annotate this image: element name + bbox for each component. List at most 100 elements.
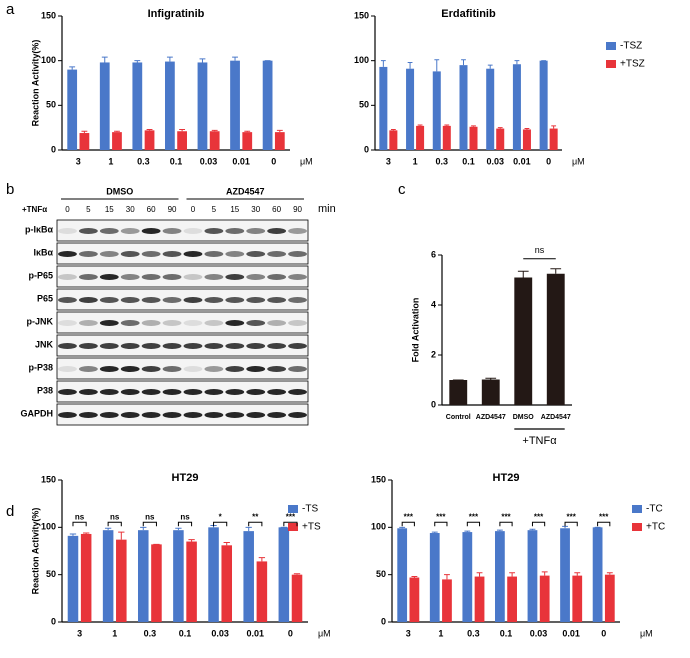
band [99, 297, 119, 303]
bar [560, 528, 570, 622]
x-tick-label: 3 [386, 156, 391, 166]
bar [79, 133, 90, 150]
blot-strip [56, 403, 309, 426]
blot-strip [56, 311, 309, 334]
bar [99, 62, 110, 150]
significance-bracket [531, 521, 546, 527]
bar [432, 71, 441, 150]
bar [291, 574, 303, 622]
error-bar [514, 60, 520, 65]
significance-bracket [466, 521, 481, 527]
x-tick-label: 0.1 [170, 156, 183, 166]
row-label: p-IκBα [25, 224, 54, 234]
bar [481, 379, 500, 405]
error-bar [232, 56, 238, 61]
x-tick-label: 1 [413, 156, 418, 166]
row-label: IκBα [33, 247, 53, 257]
band [99, 251, 119, 257]
bar [208, 527, 219, 622]
band [225, 274, 245, 280]
legend-label: -TSZ [620, 41, 642, 52]
error-bar [293, 573, 301, 575]
y-tick-label: 150 [41, 10, 56, 20]
band [120, 228, 140, 234]
bar [242, 132, 253, 150]
x-tick-label: 0.03 [200, 156, 218, 166]
x-tick-label: 0.03 [486, 156, 504, 166]
bar [102, 530, 114, 622]
row-label: P38 [37, 385, 53, 395]
blot-strip [56, 334, 309, 357]
time-label: 0 [191, 205, 196, 214]
band [162, 366, 182, 372]
band [267, 343, 287, 349]
significance-bracket [142, 521, 157, 527]
band [162, 251, 182, 257]
band [141, 343, 161, 349]
error-bar [81, 130, 88, 134]
band [58, 412, 77, 418]
error-bar [188, 539, 195, 542]
error-bar [606, 572, 613, 575]
error-bar [380, 60, 386, 67]
y-tick-label: 50 [46, 569, 56, 579]
band [78, 274, 98, 280]
x-tick-label: 0.3 [467, 628, 480, 638]
error-bar [550, 268, 562, 274]
error-bar [399, 526, 406, 529]
band [183, 343, 203, 349]
y-tick-label: 150 [41, 474, 56, 484]
error-bar [509, 572, 516, 577]
blot-strip [56, 380, 309, 403]
band [204, 274, 224, 280]
band [288, 412, 307, 418]
significance-label: ns [110, 512, 120, 521]
legend-label: +TSZ [620, 59, 645, 70]
y-tick-label: 100 [371, 522, 386, 532]
bar [165, 61, 175, 151]
x-tick-label: 0.3 [436, 156, 449, 166]
legend-swatch [288, 523, 298, 531]
band [204, 251, 224, 257]
legend-label: -TS [302, 504, 318, 515]
ns-label: ns [535, 245, 545, 255]
band [267, 366, 287, 372]
legend-swatch [632, 523, 642, 531]
y-tick-label: 0 [364, 144, 369, 154]
band [267, 228, 287, 234]
time-label: 5 [86, 205, 91, 214]
y-tick-label: 50 [359, 100, 369, 110]
bar [469, 126, 478, 150]
band [225, 389, 245, 395]
legend-label: -TC [646, 504, 663, 515]
group-label: DMSO [106, 186, 133, 196]
significance-bracket [499, 521, 513, 527]
significance-label: *** [566, 512, 576, 521]
band [58, 320, 77, 326]
x-tick-label: 0.3 [137, 156, 150, 166]
x-tick-label: 0.03 [211, 628, 229, 638]
band [288, 320, 307, 326]
band [204, 297, 224, 303]
band [246, 320, 266, 326]
y-tick-label: 0 [431, 399, 436, 409]
band [141, 251, 161, 257]
band [99, 320, 119, 326]
error-bar [175, 527, 182, 531]
significance-label: * [219, 512, 223, 521]
bar [243, 531, 254, 622]
x-tick-label: 3 [77, 628, 82, 638]
unit-label: μM [300, 156, 313, 166]
band [99, 366, 119, 372]
y-axis-label: Reaction Activity(%) [30, 508, 40, 595]
x-tick-label: 0.03 [530, 628, 548, 638]
bar [409, 577, 420, 622]
significance-label: *** [599, 512, 609, 521]
bar [604, 574, 615, 622]
row-label: P65 [37, 293, 53, 303]
error-bar [444, 124, 450, 126]
x-tick-label: 0.3 [144, 628, 157, 638]
error-bar [487, 64, 493, 69]
panel-label: c [398, 181, 406, 198]
y-tick-label: 100 [354, 55, 369, 65]
